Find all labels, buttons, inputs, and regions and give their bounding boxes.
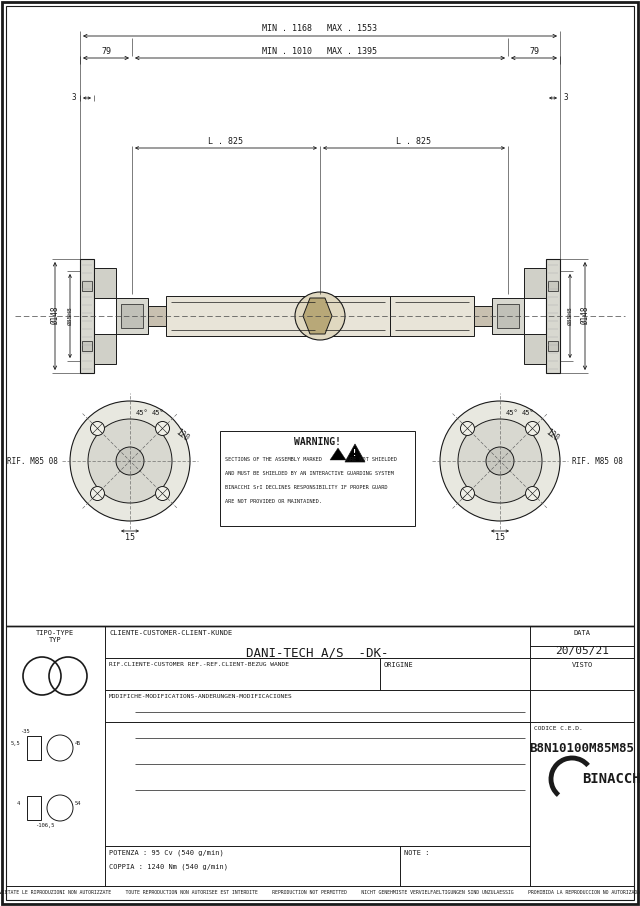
Text: 54: 54 bbox=[75, 801, 81, 806]
Text: VISTO: VISTO bbox=[572, 662, 593, 668]
Text: 45: 45 bbox=[75, 741, 81, 746]
Circle shape bbox=[525, 421, 540, 436]
Bar bbox=[166, 296, 320, 336]
Text: Ø85H8: Ø85H8 bbox=[568, 306, 573, 325]
Text: 45°: 45° bbox=[522, 410, 535, 416]
Text: DANI-TECH A/S  -DK-: DANI-TECH A/S -DK- bbox=[246, 646, 388, 659]
Text: POTENZA : 95 Cv (540 g/min): POTENZA : 95 Cv (540 g/min) bbox=[109, 850, 224, 856]
Text: DATA: DATA bbox=[573, 630, 591, 636]
Text: !: ! bbox=[353, 449, 358, 458]
Text: 120: 120 bbox=[174, 428, 191, 443]
Text: 79: 79 bbox=[101, 47, 111, 56]
Text: MIN . 1010   MAX . 1395: MIN . 1010 MAX . 1395 bbox=[262, 47, 378, 56]
Text: RIF. M85 08: RIF. M85 08 bbox=[7, 457, 58, 466]
Text: CLIENTE-CUSTOMER-CLIENT-KUNDE: CLIENTE-CUSTOMER-CLIENT-KUNDE bbox=[109, 630, 232, 636]
Circle shape bbox=[156, 421, 170, 436]
Bar bbox=[546, 259, 560, 373]
Text: 3: 3 bbox=[72, 92, 76, 101]
Text: -106,5: -106,5 bbox=[35, 823, 55, 828]
Text: L . 825: L . 825 bbox=[397, 137, 431, 146]
Text: MODIFICHE-MODIFICATIONS-ANDERUNGEN-MODIFICACIONES: MODIFICHE-MODIFICATIONS-ANDERUNGEN-MODIF… bbox=[109, 694, 292, 699]
Text: NOTE :: NOTE : bbox=[404, 850, 429, 856]
Text: BINACCHI SrI DECLINES RESPONSIBILITY IF PROPER GUARD: BINACCHI SrI DECLINES RESPONSIBILITY IF … bbox=[225, 485, 387, 490]
Text: Ø85H8: Ø85H8 bbox=[67, 306, 72, 325]
Bar bbox=[474, 306, 492, 326]
Text: RIF.CLIENTE-CUSTOMER REF.-REF.CLIENT-BEZUG WANDE: RIF.CLIENTE-CUSTOMER REF.-REF.CLIENT-BEZ… bbox=[109, 662, 289, 667]
Bar bbox=[320, 296, 390, 336]
Text: ARE NOT PROVIDED OR MAINTAINED.: ARE NOT PROVIDED OR MAINTAINED. bbox=[225, 499, 322, 504]
Text: SECTIONS OF THE ASSEMBLY MARKED        ARE NOT SHIELDED: SECTIONS OF THE ASSEMBLY MARKED ARE NOT … bbox=[225, 457, 397, 462]
Bar bbox=[116, 298, 148, 334]
Text: AND MUST BE SHIELDED BY AN INTERACTIVE GUARDING SYSTEM: AND MUST BE SHIELDED BY AN INTERACTIVE G… bbox=[225, 471, 394, 476]
Text: MIN . 1168   MAX . 1553: MIN . 1168 MAX . 1553 bbox=[262, 24, 378, 33]
Text: BINACCHI: BINACCHI bbox=[582, 772, 640, 786]
Bar bbox=[390, 296, 474, 336]
Bar bbox=[80, 259, 94, 373]
Circle shape bbox=[458, 419, 542, 503]
Bar bbox=[27, 796, 41, 820]
Text: -35: -35 bbox=[20, 729, 30, 734]
Circle shape bbox=[70, 401, 190, 521]
Text: 20/05/21: 20/05/21 bbox=[555, 646, 609, 656]
Bar bbox=[220, 431, 415, 526]
Text: CODICE C.E.D.: CODICE C.E.D. bbox=[534, 726, 583, 731]
Text: B8N10100M85M85: B8N10100M85M85 bbox=[529, 742, 634, 755]
Polygon shape bbox=[330, 448, 346, 460]
Bar bbox=[497, 304, 519, 328]
Text: Ø148: Ø148 bbox=[580, 307, 589, 325]
Circle shape bbox=[460, 421, 474, 436]
Bar bbox=[148, 306, 166, 326]
Bar bbox=[548, 341, 558, 351]
Circle shape bbox=[525, 487, 540, 500]
Bar bbox=[524, 334, 546, 364]
Bar bbox=[94, 268, 116, 298]
Circle shape bbox=[88, 419, 172, 503]
Text: 79: 79 bbox=[529, 47, 539, 56]
Circle shape bbox=[486, 447, 514, 475]
Text: VIETATE LE RIPRODUZIONI NON AUTORIZZATE     TOUTE REPRODUCTION NON AUTORISEE EST: VIETATE LE RIPRODUZIONI NON AUTORIZZATE … bbox=[0, 891, 640, 895]
Text: 45°: 45° bbox=[506, 410, 519, 416]
Circle shape bbox=[156, 487, 170, 500]
Bar bbox=[27, 736, 41, 760]
Text: 4: 4 bbox=[17, 801, 20, 806]
Polygon shape bbox=[303, 298, 332, 334]
Bar bbox=[492, 298, 524, 334]
Text: Ø148: Ø148 bbox=[51, 307, 60, 325]
Text: 45°: 45° bbox=[152, 410, 164, 416]
Circle shape bbox=[90, 421, 104, 436]
Ellipse shape bbox=[295, 292, 345, 340]
Text: WARNING!: WARNING! bbox=[294, 437, 340, 447]
Bar bbox=[548, 281, 558, 291]
Text: TIPO-TYPE
TYP: TIPO-TYPE TYP bbox=[36, 630, 74, 643]
Text: 3: 3 bbox=[564, 92, 568, 101]
Bar bbox=[121, 304, 143, 328]
Circle shape bbox=[116, 447, 144, 475]
Bar bbox=[82, 281, 92, 291]
Bar bbox=[82, 341, 92, 351]
Text: 5,5: 5,5 bbox=[10, 741, 20, 746]
Text: RIF. M85 08: RIF. M85 08 bbox=[572, 457, 623, 466]
Text: COPPIA : 1240 Nm (540 g/min): COPPIA : 1240 Nm (540 g/min) bbox=[109, 864, 228, 871]
Text: ORIGINE: ORIGINE bbox=[384, 662, 413, 668]
Text: 15: 15 bbox=[125, 533, 135, 542]
Text: 120: 120 bbox=[544, 428, 561, 443]
Circle shape bbox=[90, 487, 104, 500]
Text: L . 825: L . 825 bbox=[209, 137, 243, 146]
Circle shape bbox=[460, 487, 474, 500]
Bar bbox=[94, 334, 116, 364]
Text: 45°: 45° bbox=[136, 410, 148, 416]
Bar bbox=[524, 268, 546, 298]
Circle shape bbox=[440, 401, 560, 521]
Text: 15: 15 bbox=[495, 533, 505, 542]
Polygon shape bbox=[345, 444, 365, 462]
